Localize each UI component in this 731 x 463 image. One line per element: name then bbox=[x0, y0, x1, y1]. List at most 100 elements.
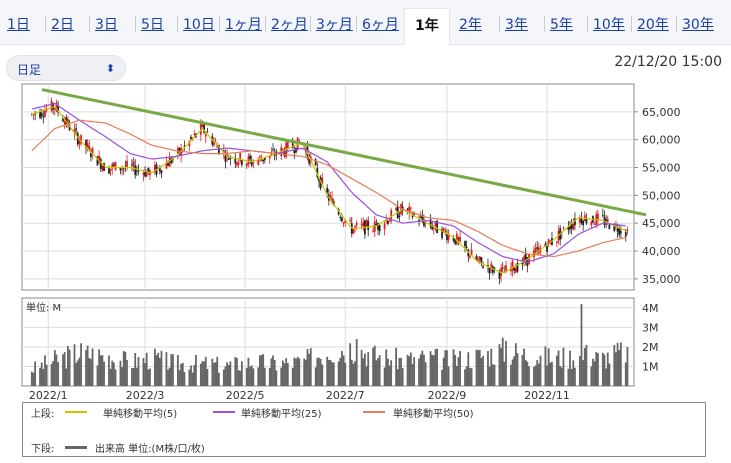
candle-body bbox=[434, 221, 437, 226]
candle-body bbox=[365, 220, 368, 227]
volume-bar bbox=[155, 355, 158, 386]
volume-bar bbox=[500, 348, 502, 386]
tab-1日[interactable]: 1日 bbox=[7, 17, 30, 33]
volume-bar bbox=[431, 354, 434, 386]
volume-bar bbox=[154, 348, 156, 386]
candle-body bbox=[201, 123, 204, 127]
tab-separator bbox=[587, 16, 588, 32]
tab-5年[interactable]: 5年 bbox=[550, 17, 573, 33]
tab-30年[interactable]: 30年 bbox=[682, 17, 714, 33]
tab-2ヶ月[interactable]: 2ヶ月 bbox=[271, 17, 308, 33]
candle-body bbox=[459, 236, 461, 242]
volume-bar bbox=[385, 349, 388, 386]
tab-5日[interactable]: 5日 bbox=[141, 17, 164, 33]
tab-6ヶ月[interactable]: 6ヶ月 bbox=[362, 17, 399, 33]
candle-body bbox=[190, 136, 192, 140]
volume-bar bbox=[560, 367, 563, 386]
volume-bar bbox=[578, 356, 581, 386]
candle-body bbox=[441, 229, 443, 238]
tab-2年[interactable]: 2年 bbox=[459, 17, 482, 33]
tab-1ヶ月[interactable]: 1ヶ月 bbox=[225, 17, 262, 33]
volume-bar bbox=[342, 355, 345, 386]
tab-3ヶ月[interactable]: 3ヶ月 bbox=[316, 17, 353, 33]
volume-bar bbox=[429, 351, 432, 386]
volume-bar bbox=[464, 369, 466, 386]
volume-bar bbox=[505, 341, 507, 386]
volume-bar bbox=[272, 355, 274, 386]
candle-body bbox=[555, 241, 558, 243]
volume-bar bbox=[349, 343, 352, 386]
volume-bar bbox=[309, 348, 312, 386]
candle-body bbox=[593, 223, 596, 225]
volume-bar bbox=[314, 367, 317, 386]
volume-bar bbox=[339, 357, 342, 386]
volume-bar bbox=[523, 348, 525, 386]
volume-bar bbox=[352, 363, 355, 386]
interval-select[interactable]: 日足 ⬍ bbox=[6, 55, 126, 81]
candle-body bbox=[344, 219, 347, 223]
candle-body bbox=[112, 163, 115, 166]
candle-body bbox=[272, 149, 274, 151]
volume-bar bbox=[626, 346, 629, 386]
tab-10年[interactable]: 10年 bbox=[593, 17, 625, 33]
volume-bar bbox=[413, 357, 416, 386]
volume-bar bbox=[73, 344, 76, 386]
candle-body bbox=[286, 142, 289, 148]
candle-body bbox=[203, 123, 206, 133]
volume-bar bbox=[149, 368, 151, 386]
tab-1年[interactable]: 1年 bbox=[404, 8, 450, 45]
tab-3年[interactable]: 3年 bbox=[505, 17, 528, 33]
candle-body bbox=[383, 223, 386, 230]
candle-body bbox=[477, 259, 480, 262]
volume-bar bbox=[172, 354, 174, 386]
candle-body bbox=[55, 102, 58, 111]
volume-bar bbox=[459, 350, 461, 386]
candle-body bbox=[168, 157, 171, 167]
vol-tick-label: 4M bbox=[642, 302, 659, 315]
volume-bar bbox=[580, 303, 583, 386]
candle-body bbox=[580, 217, 583, 224]
tab-3日[interactable]: 3日 bbox=[95, 17, 118, 33]
volume-bar bbox=[114, 369, 117, 386]
candle-body bbox=[536, 247, 539, 249]
volume-bar bbox=[111, 360, 114, 386]
candle-body bbox=[144, 170, 146, 177]
vol-tick-label: 1M bbox=[642, 360, 659, 373]
candle-body bbox=[224, 155, 227, 162]
volume-bar bbox=[375, 360, 378, 386]
legend-upper-label: 上段: bbox=[31, 409, 55, 420]
volume-bar bbox=[180, 363, 183, 386]
candle-body bbox=[326, 187, 329, 193]
candle-body bbox=[582, 220, 585, 226]
tab-20年[interactable]: 20年 bbox=[637, 17, 669, 33]
volume-bar bbox=[574, 367, 576, 386]
candle-body bbox=[626, 229, 629, 231]
x-tick-label: 2022/9 bbox=[428, 389, 467, 402]
candle-body bbox=[339, 216, 342, 218]
volume-bar bbox=[62, 354, 64, 386]
volume-bar bbox=[491, 364, 494, 386]
candle-body bbox=[480, 257, 483, 263]
volume-bar bbox=[562, 347, 565, 386]
candle-body bbox=[546, 246, 548, 252]
candle-body bbox=[341, 218, 343, 222]
volume-bar bbox=[281, 360, 284, 386]
candle-body bbox=[319, 177, 322, 189]
tab-2日[interactable]: 2日 bbox=[51, 17, 74, 33]
volume-bar bbox=[613, 345, 616, 386]
tab-10日[interactable]: 10日 bbox=[183, 17, 215, 33]
volume-bar bbox=[135, 367, 138, 386]
candle-body bbox=[597, 213, 599, 220]
volume-bar bbox=[329, 359, 332, 386]
volume-bar bbox=[291, 367, 294, 386]
volume-bar bbox=[595, 352, 598, 386]
volume-bar bbox=[316, 357, 319, 386]
volume-bar bbox=[528, 366, 530, 386]
candle-body bbox=[372, 230, 375, 232]
volume-unit-label: 単位: M bbox=[26, 301, 61, 314]
candle-body bbox=[419, 216, 422, 219]
candle-body bbox=[624, 232, 627, 237]
candle-body bbox=[452, 237, 455, 241]
volume-bar bbox=[285, 358, 288, 386]
volume-bar bbox=[444, 350, 447, 386]
